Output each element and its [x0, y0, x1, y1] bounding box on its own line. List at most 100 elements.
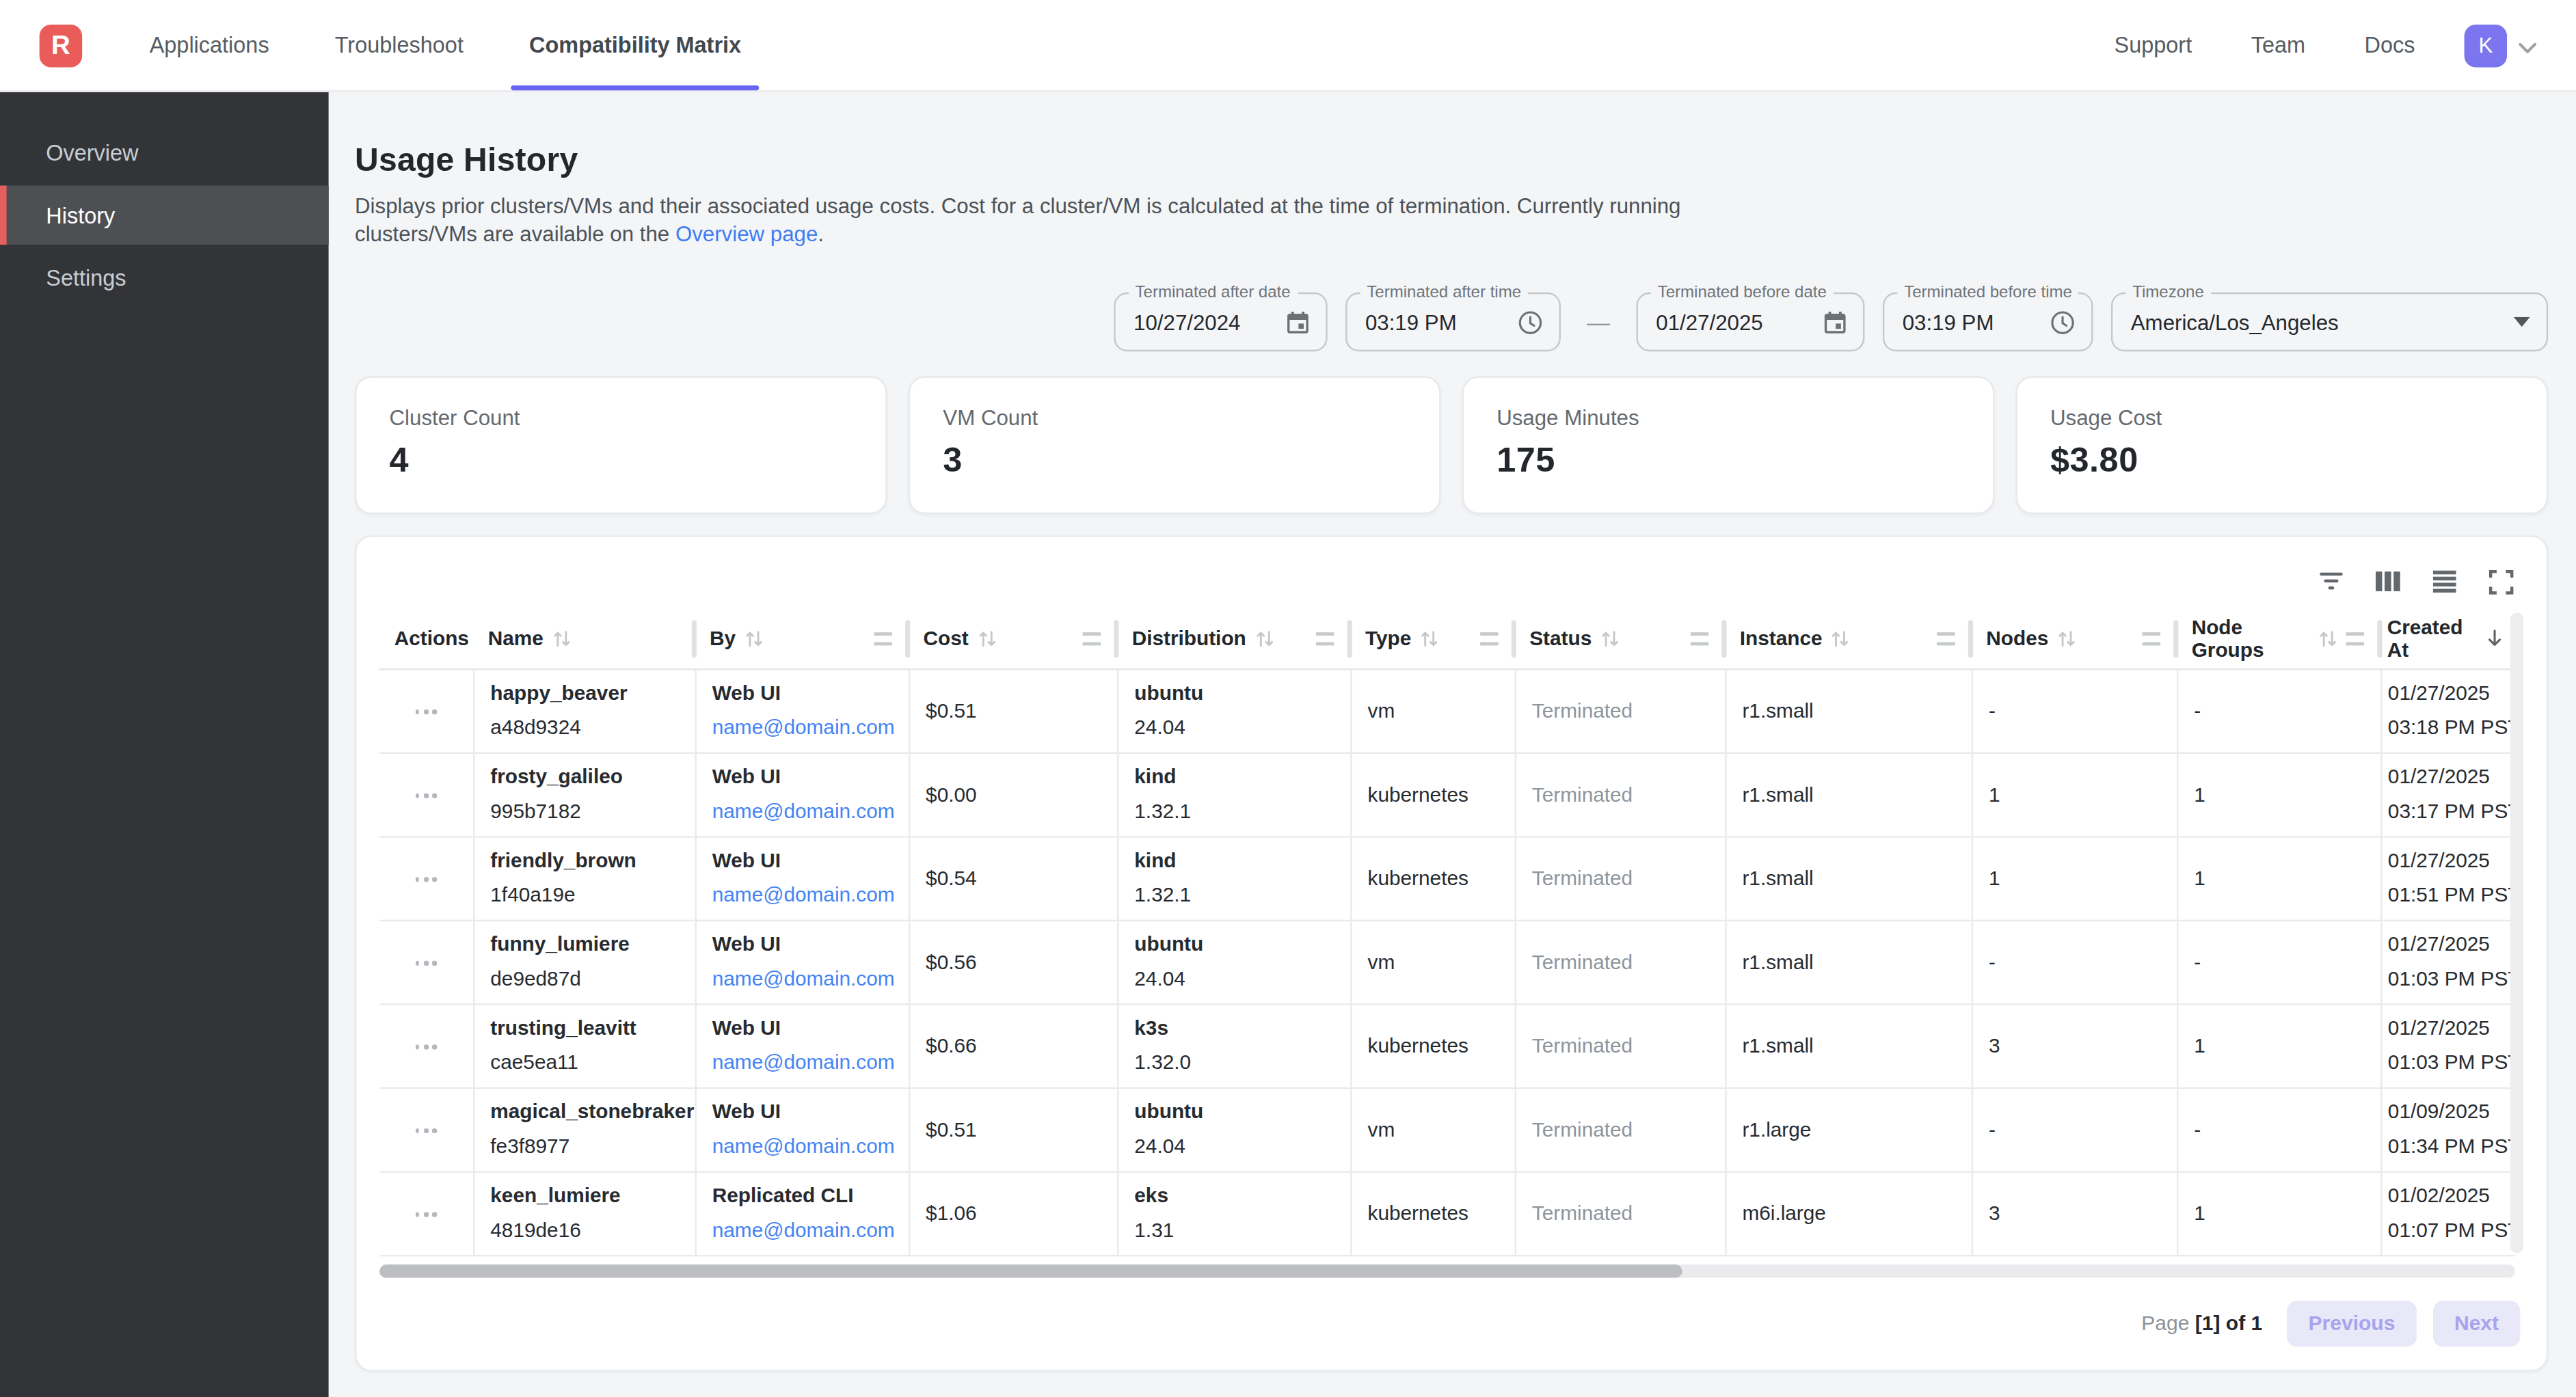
fullscreen-icon[interactable]: [2489, 569, 2514, 594]
cluster-id: 1f40a19e: [490, 878, 684, 911]
account-menu[interactable]: K: [2465, 24, 2537, 66]
previous-page-button[interactable]: Previous: [2287, 1300, 2416, 1346]
replicated-logo[interactable]: R: [40, 24, 82, 66]
tab-compatibility-matrix[interactable]: Compatibility Matrix: [511, 0, 760, 90]
table-row[interactable]: funny_lumierede9ed87d Web UIname@domain.…: [379, 920, 2515, 1004]
column-menu-icon[interactable]: [1691, 632, 1708, 645]
cell-created-at: 01/09/202501:34 PM PST: [2380, 1087, 2515, 1171]
table-row[interactable]: frosty_galileo995b7182 Web UIname@domain…: [379, 752, 2515, 837]
sort-icon: [1419, 629, 1439, 649]
column-menu-icon[interactable]: [874, 632, 891, 645]
cell-instance: r1.small: [1725, 668, 1971, 752]
created-by-email-link[interactable]: name@domain.com: [712, 1213, 898, 1247]
avatar[interactable]: K: [2465, 24, 2507, 66]
description-suffix: .: [818, 221, 824, 245]
column-header-node-groups[interactable]: Node Groups: [2177, 610, 2380, 669]
clock-icon[interactable]: [1501, 310, 1542, 334]
cell-type: vm: [1350, 920, 1514, 1004]
terminated-before-date-field[interactable]: Terminated before date 01/27/2025: [1636, 293, 1864, 352]
created-by-email-link[interactable]: name@domain.com: [712, 1046, 898, 1079]
column-menu-icon[interactable]: [2346, 632, 2364, 645]
timezone-select[interactable]: Timezone America/Los_Angeles: [2111, 293, 2548, 352]
stat-card-usage-cost: Usage Cost $3.80: [2016, 376, 2549, 514]
cell-actions: [379, 1003, 473, 1087]
column-menu-icon[interactable]: [1937, 632, 1955, 645]
terminated-after-date-field[interactable]: Terminated after date 10/27/2024: [1114, 293, 1327, 352]
calendar-icon[interactable]: [1807, 310, 1847, 334]
row-actions-button[interactable]: [409, 784, 443, 808]
sidebar-item-settings[interactable]: Settings: [0, 248, 329, 308]
created-by-email-link[interactable]: name@domain.com: [712, 878, 898, 911]
cell-type: vm: [1350, 1087, 1514, 1171]
column-header-created-at[interactable]: Created At: [2380, 610, 2515, 669]
vertical-scrollbar[interactable]: [2510, 612, 2523, 1252]
nav-link-team[interactable]: Team: [2251, 33, 2305, 57]
clock-icon[interactable]: [2034, 310, 2075, 334]
row-actions-button[interactable]: [409, 951, 443, 975]
cell-by: Web UIname@domain.com: [695, 1003, 908, 1087]
nav-link-docs[interactable]: Docs: [2365, 33, 2415, 57]
column-header-type[interactable]: Type: [1350, 610, 1514, 669]
cell-name: funny_lumierede9ed87d: [473, 920, 695, 1004]
cell-by: Replicated CLIname@domain.com: [695, 1171, 908, 1255]
page-description: Displays prior clusters/VMs and their as…: [355, 194, 2548, 248]
created-by-email-link[interactable]: name@domain.com: [712, 710, 898, 744]
description-line1: Displays prior clusters/VMs and their as…: [355, 194, 1680, 219]
created-by-email-link[interactable]: name@domain.com: [712, 962, 898, 995]
row-actions-button[interactable]: [409, 701, 443, 724]
cluster-name: frosty_galileo: [490, 761, 684, 794]
horizontal-scrollbar-track[interactable]: [379, 1264, 2515, 1277]
created-by-email-link[interactable]: name@domain.com: [712, 1129, 898, 1163]
nav-link-support[interactable]: Support: [2115, 33, 2192, 57]
cell-distribution: ubuntu24.04: [1117, 668, 1350, 752]
column-header-distribution[interactable]: Distribution: [1117, 610, 1350, 669]
created-time: 01:07 PM PST: [2388, 1213, 2512, 1247]
created-date: 01/27/2025: [2388, 761, 2512, 794]
field-label: Terminated before time: [1898, 282, 2079, 300]
row-actions-button[interactable]: [409, 1035, 443, 1059]
table-row[interactable]: friendly_brown1f40a19e Web UIname@domain…: [379, 836, 2515, 920]
horizontal-scrollbar-thumb[interactable]: [379, 1264, 1682, 1277]
page-title: Usage History: [355, 141, 2548, 179]
created-by-source: Web UI: [712, 928, 898, 962]
tab-applications[interactable]: Applications: [131, 0, 287, 90]
row-actions-button[interactable]: [409, 1119, 443, 1143]
filter-icon[interactable]: [2318, 570, 2344, 593]
tab-troubleshoot[interactable]: Troubleshoot: [317, 0, 481, 90]
table-row[interactable]: magical_stonebrakerfe3f8977 Web UIname@d…: [379, 1087, 2515, 1171]
next-page-button[interactable]: Next: [2433, 1300, 2521, 1346]
sidebar-item-history[interactable]: History: [0, 186, 329, 245]
status-badge: Terminated: [1532, 783, 1633, 806]
table-row[interactable]: keen_lumiere4819de16 Replicated CLIname@…: [379, 1171, 2515, 1255]
calendar-icon[interactable]: [1270, 310, 1310, 334]
column-menu-icon[interactable]: [1083, 632, 1101, 645]
created-by-email-link[interactable]: name@domain.com: [712, 794, 898, 828]
description-line2: clusters/VMs are available on the: [355, 221, 675, 245]
column-header-name[interactable]: Name: [473, 610, 695, 669]
density-icon[interactable]: [2432, 570, 2458, 593]
table-row[interactable]: trusting_leavittcae5ea11 Web UIname@doma…: [379, 1003, 2515, 1087]
terminated-after-time-field[interactable]: Terminated after time 03:19 PM: [1345, 293, 1561, 352]
distribution-name: kind: [1134, 844, 1339, 878]
row-actions-button[interactable]: [409, 868, 443, 892]
status-badge: Terminated: [1532, 1034, 1633, 1057]
row-actions-button[interactable]: [409, 1203, 443, 1227]
terminated-before-time-field[interactable]: Terminated before time 03:19 PM: [1883, 293, 2093, 352]
cell-cost: $1.06: [909, 1171, 1117, 1255]
sidebar-item-overview[interactable]: Overview: [0, 123, 329, 182]
column-menu-icon[interactable]: [1316, 632, 1334, 645]
column-header-instance[interactable]: Instance: [1725, 610, 1971, 669]
column-menu-icon[interactable]: [1480, 632, 1498, 645]
column-header-nodes[interactable]: Nodes: [1972, 610, 2177, 669]
table-row[interactable]: happy_beavera48d9324 Web UIname@domain.c…: [379, 668, 2515, 752]
pagination: Page [1] of 1 Previous Next: [379, 1300, 2523, 1346]
stat-value: 175: [1497, 440, 1960, 480]
overview-page-link[interactable]: Overview page: [675, 221, 818, 245]
column-header-status[interactable]: Status: [1515, 610, 1726, 669]
created-time: 03:17 PM PST: [2388, 794, 2512, 828]
columns-icon[interactable]: [2376, 570, 2400, 593]
column-header-cost[interactable]: Cost: [909, 610, 1117, 669]
column-header-by[interactable]: By: [695, 610, 908, 669]
cell-name: friendly_brown1f40a19e: [473, 836, 695, 920]
column-menu-icon[interactable]: [2143, 632, 2160, 645]
